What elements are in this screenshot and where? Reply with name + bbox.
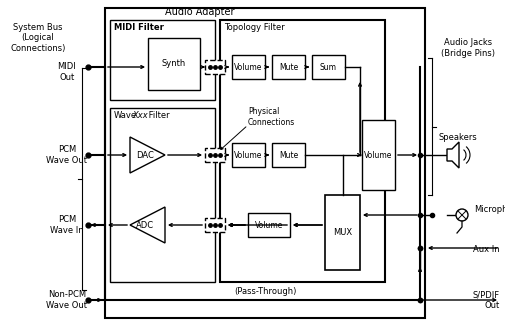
Bar — [232, 143, 265, 167]
Text: Sum: Sum — [320, 62, 337, 72]
Bar — [110, 20, 215, 100]
Text: ADC: ADC — [136, 220, 155, 229]
Circle shape — [456, 209, 468, 221]
Bar — [105, 8, 425, 318]
Bar — [205, 60, 225, 74]
Text: Volume: Volume — [234, 62, 263, 72]
Text: Speakers: Speakers — [439, 134, 477, 142]
Text: Physical
Connections: Physical Connections — [248, 107, 295, 127]
Text: Mute: Mute — [279, 150, 298, 160]
Text: Volume: Volume — [255, 220, 283, 229]
Text: Volume: Volume — [234, 150, 263, 160]
Text: Topology Filter: Topology Filter — [224, 22, 285, 32]
Bar — [205, 218, 225, 232]
Bar — [220, 20, 385, 282]
Bar — [272, 143, 305, 167]
Bar — [362, 120, 395, 190]
Polygon shape — [130, 137, 165, 173]
Text: PCM
Wave Out: PCM Wave Out — [46, 145, 87, 165]
Text: MIDI Filter: MIDI Filter — [114, 22, 164, 32]
Bar — [205, 148, 225, 162]
Text: Wave: Wave — [114, 111, 137, 120]
Text: Audio Adapter: Audio Adapter — [165, 7, 234, 17]
Text: Microphone: Microphone — [474, 205, 505, 214]
Bar — [148, 38, 200, 90]
Polygon shape — [130, 207, 165, 243]
Text: MUX: MUX — [333, 228, 352, 237]
Bar — [312, 55, 345, 79]
Text: Mute: Mute — [279, 62, 298, 72]
Text: S/PDIF
Out: S/PDIF Out — [473, 290, 500, 310]
Text: MIDI
Out: MIDI Out — [58, 62, 76, 82]
Text: Audio Jacks
(Bridge Pins): Audio Jacks (Bridge Pins) — [441, 38, 495, 58]
Bar — [272, 55, 305, 79]
Text: PCM
Wave In: PCM Wave In — [50, 215, 84, 235]
Text: Volume: Volume — [364, 150, 393, 160]
Text: (Pass-Through): (Pass-Through) — [234, 288, 296, 296]
Bar — [325, 195, 360, 270]
Text: Non-PCM
Wave Out: Non-PCM Wave Out — [46, 290, 87, 310]
Text: Xxx: Xxx — [132, 111, 148, 120]
Text: DAC: DAC — [136, 150, 155, 160]
Text: System Bus
(Logical
Connections): System Bus (Logical Connections) — [10, 23, 66, 53]
Polygon shape — [447, 142, 459, 168]
Text: Filter: Filter — [146, 111, 170, 120]
Text: Aux In: Aux In — [473, 245, 500, 254]
Bar — [232, 55, 265, 79]
Text: Synth: Synth — [162, 59, 186, 69]
Bar — [110, 108, 215, 282]
Bar — [248, 213, 290, 237]
